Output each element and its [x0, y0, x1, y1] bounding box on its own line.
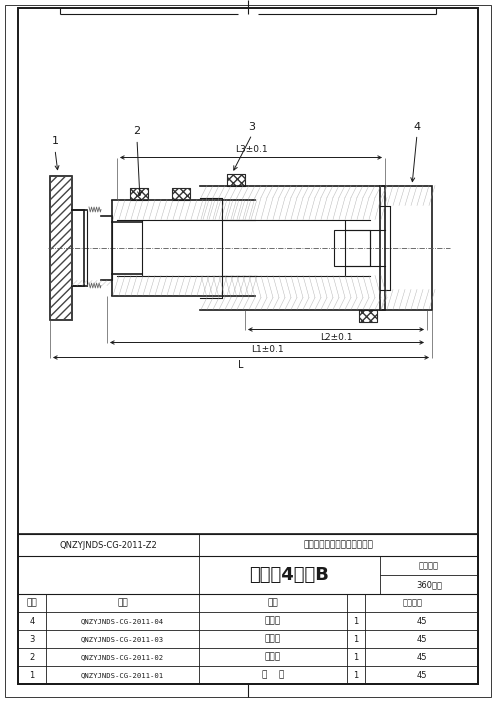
Bar: [359, 310, 377, 322]
Text: 轴    轴: 轴 轴: [262, 670, 284, 680]
Text: 1: 1: [29, 670, 35, 680]
Text: 2: 2: [133, 126, 140, 136]
Bar: [227, 173, 245, 185]
Text: 1: 1: [52, 136, 59, 147]
Text: 数量材料: 数量材料: [402, 599, 423, 607]
Text: 名称: 名称: [268, 599, 278, 607]
Text: L3±0.1: L3±0.1: [235, 145, 267, 154]
Text: QNZYJNDS-CG-2011-Z2: QNZYJNDS-CG-2011-Z2: [60, 541, 157, 550]
Bar: [130, 187, 148, 199]
Text: 4: 4: [29, 616, 35, 625]
Text: L: L: [238, 361, 244, 371]
Text: 模套套: 模套套: [265, 635, 281, 644]
Text: 45: 45: [416, 670, 427, 680]
Text: 序号: 序号: [27, 599, 37, 607]
Bar: [172, 187, 190, 199]
Text: QNZYJNDS-CG-2011-02: QNZYJNDS-CG-2011-02: [81, 654, 164, 660]
Text: 360分钟: 360分钟: [416, 580, 442, 589]
Bar: [172, 187, 190, 199]
Text: 4: 4: [414, 121, 421, 131]
Bar: [130, 187, 148, 199]
Text: 1: 1: [353, 616, 359, 625]
Text: 全国青年职业技能大赛组委会: 全国青年职业技能大赛组委会: [304, 541, 373, 550]
Text: 3: 3: [29, 635, 35, 644]
Bar: [334, 230, 370, 265]
Text: 1: 1: [353, 670, 359, 680]
Text: 3: 3: [248, 121, 255, 131]
Text: L2±0.1: L2±0.1: [320, 333, 352, 341]
Bar: [380, 185, 432, 310]
Text: 2: 2: [29, 652, 35, 661]
Text: QNZYJNDS-CG-2011-03: QNZYJNDS-CG-2011-03: [81, 636, 164, 642]
Bar: [359, 310, 377, 322]
Text: 45: 45: [416, 616, 427, 625]
Text: 1: 1: [353, 652, 359, 661]
Text: QNZYJNDS-CG-2011-04: QNZYJNDS-CG-2011-04: [81, 618, 164, 624]
Bar: [50, 176, 72, 319]
Text: 十字孆4件套B: 十字孆4件套B: [249, 566, 329, 584]
Text: L1±0.1: L1±0.1: [250, 345, 283, 355]
Text: 额定工时: 额定工时: [419, 561, 439, 570]
Text: 45: 45: [416, 652, 427, 661]
Text: QNZYJNDS-CG-2011-01: QNZYJNDS-CG-2011-01: [81, 672, 164, 678]
Text: 45: 45: [416, 635, 427, 644]
Text: 图号: 图号: [117, 599, 128, 607]
Text: 十字套: 十字套: [265, 652, 281, 661]
Text: 模件套: 模件套: [265, 616, 281, 625]
Bar: [50, 176, 72, 319]
Text: 1: 1: [353, 635, 359, 644]
Bar: [18, 534, 478, 684]
Bar: [227, 173, 245, 185]
